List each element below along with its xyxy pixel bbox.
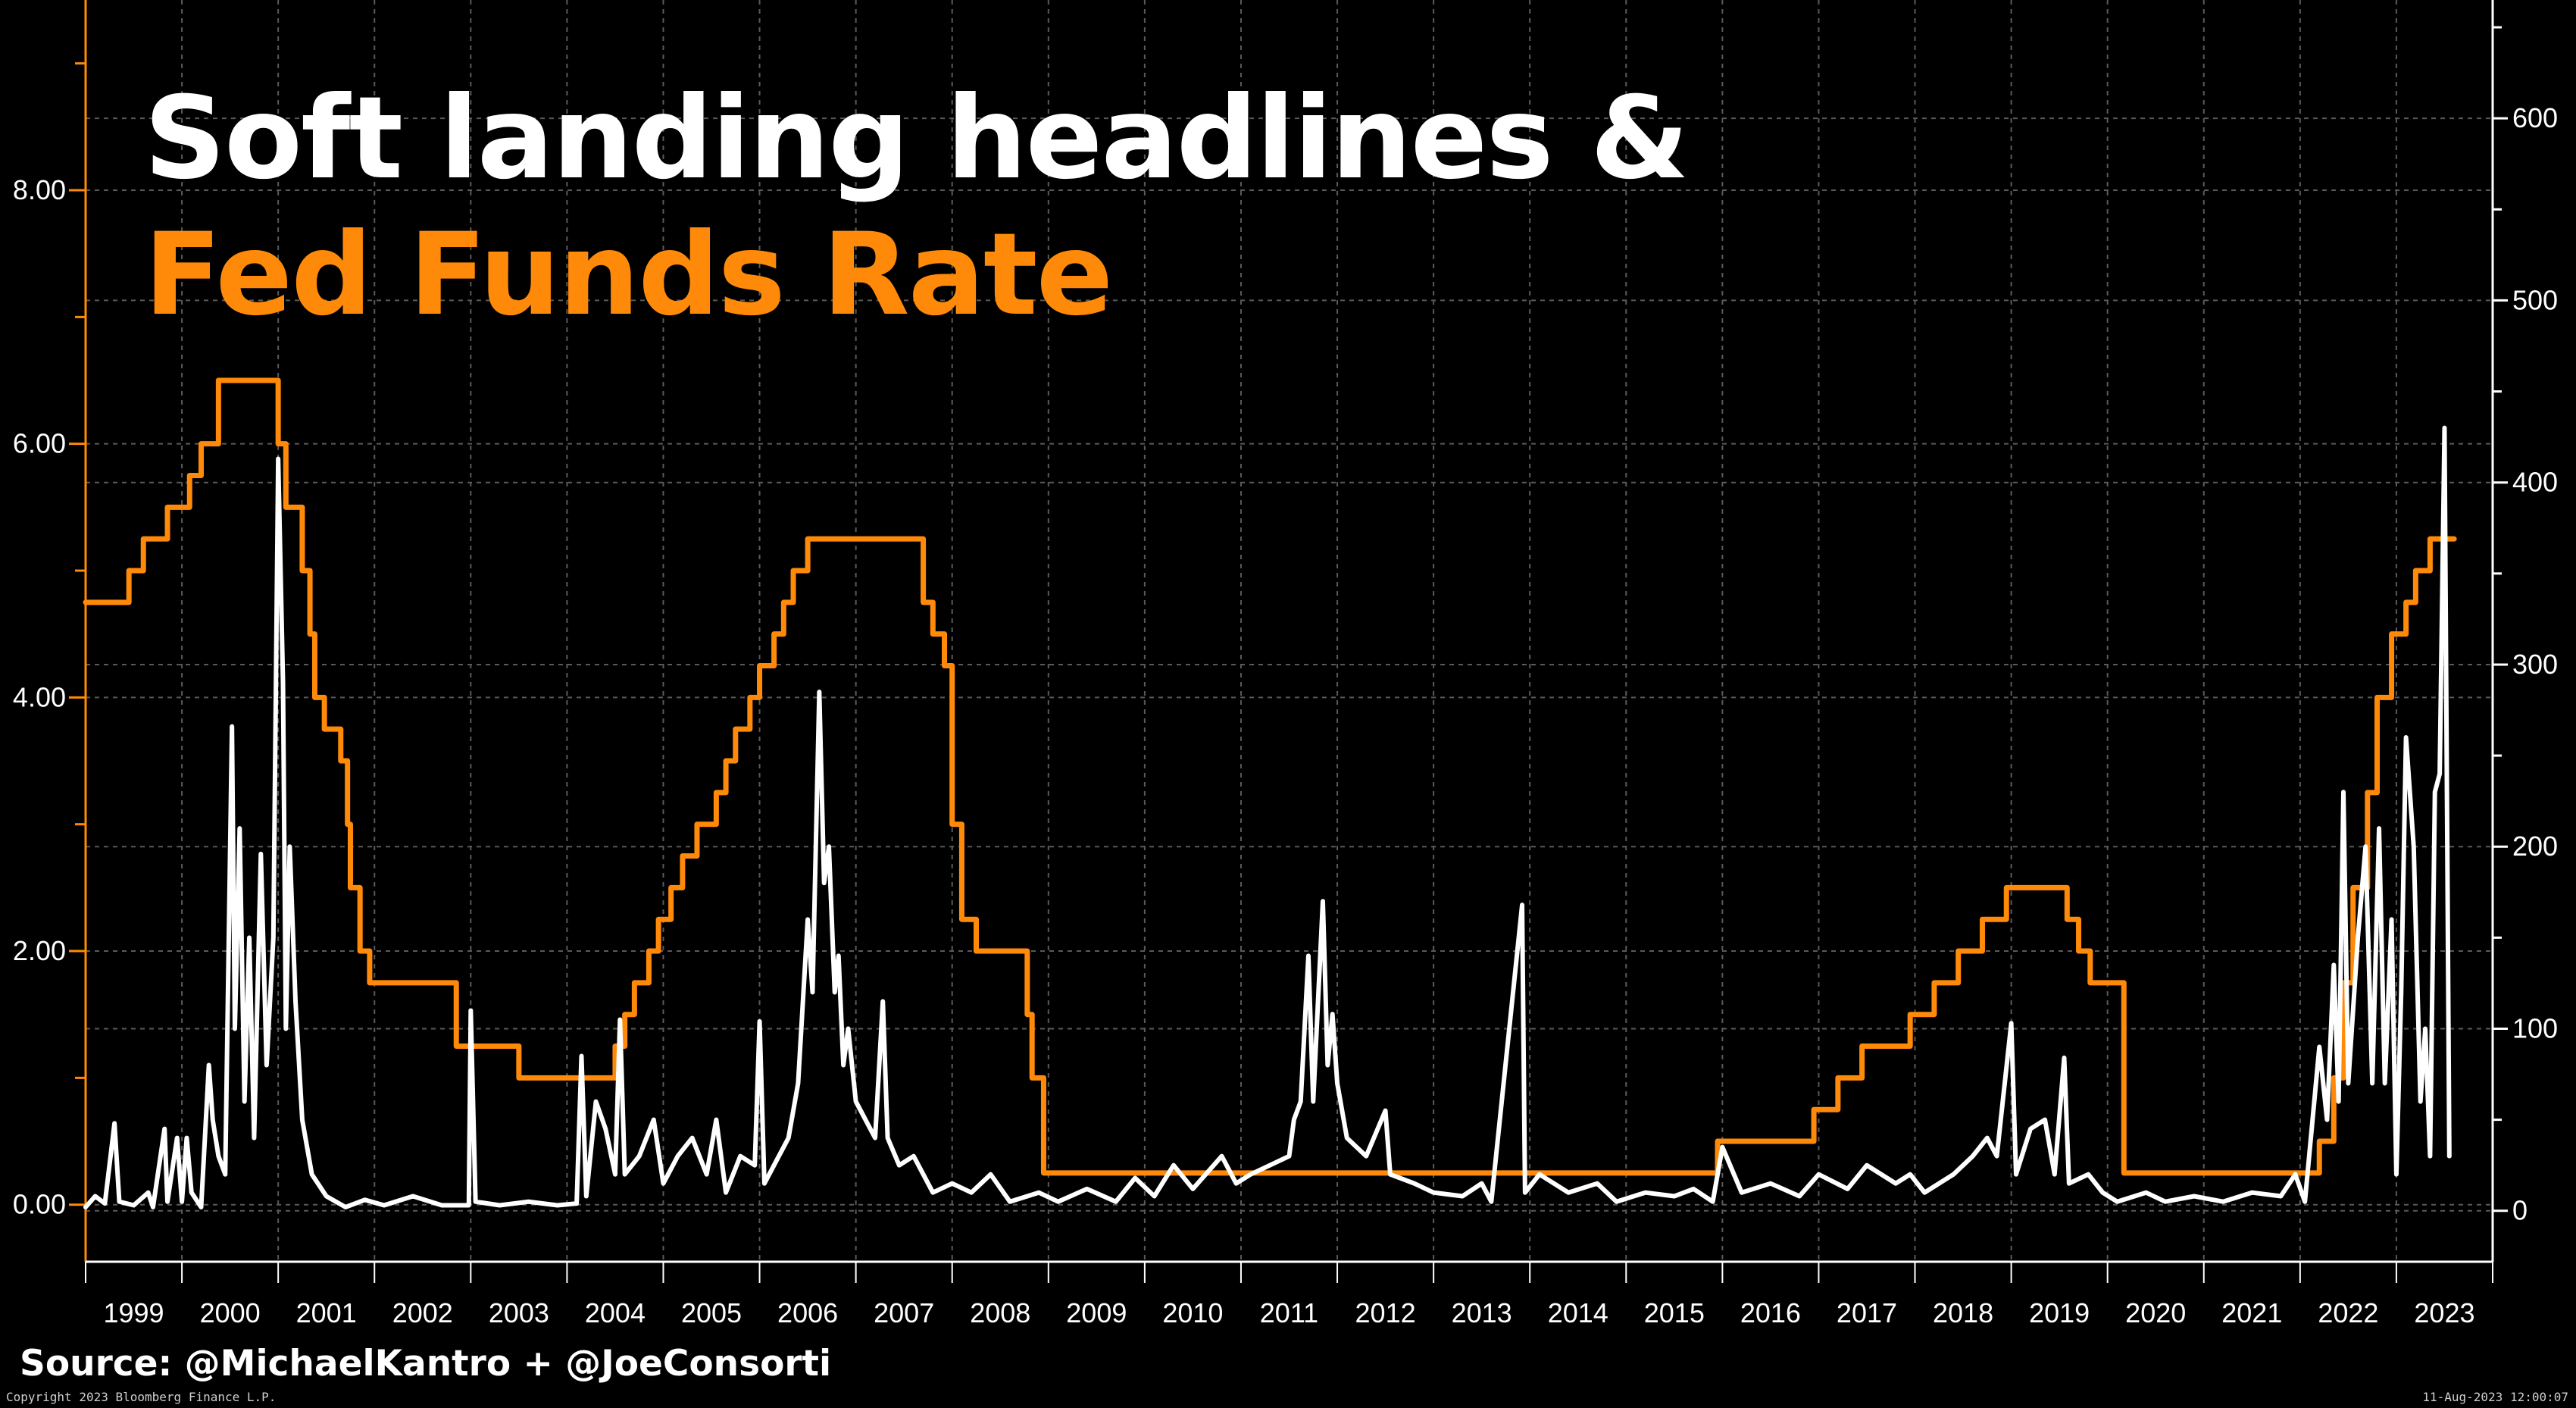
left-tick-label: 8.00	[13, 174, 66, 205]
chart-title-line2: Fed Funds Rate	[144, 209, 1113, 341]
fed-funds-rate-line	[83, 377, 2457, 1176]
x-tick-label: 2022	[2318, 1297, 2378, 1328]
axes	[69, 0, 2508, 1283]
right-tick-label: 300	[2512, 649, 2558, 680]
x-tick-label: 2019	[2029, 1297, 2090, 1328]
x-tick-label: 2002	[392, 1297, 453, 1328]
x-tick-label: 2020	[2125, 1297, 2186, 1328]
source-label: Source: @MichaelKantro + @JoeConsorti	[20, 1343, 832, 1385]
x-tick-label: 2014	[1548, 1297, 1608, 1328]
x-tick-label: 2003	[489, 1297, 549, 1328]
headlines-line	[83, 425, 2452, 1209]
x-tick-label: 2011	[1260, 1297, 1318, 1328]
right-tick-label: 0	[2512, 1195, 2528, 1226]
x-tick-label: 2021	[2221, 1297, 2282, 1328]
x-tick-label: 2004	[585, 1297, 646, 1328]
x-tick-label: 2013	[1452, 1297, 1512, 1328]
copyright-label: Copyright 2023 Bloomberg Finance L.P.	[6, 1390, 277, 1404]
left-tick-label: 6.00	[13, 428, 66, 459]
x-tick-label: 2018	[1933, 1297, 1993, 1328]
left-tick-label: 0.00	[13, 1189, 66, 1220]
x-tick-label: 2015	[1644, 1297, 1705, 1328]
x-tick-label: 2001	[296, 1297, 357, 1328]
x-tick-label: 1999	[103, 1297, 164, 1328]
tick-labels: 0.00 2.00 4.00 6.00 8.00 0 100 200 300 400 500 600 1…	[13, 102, 2558, 1328]
x-tick-label: 2016	[1740, 1297, 1801, 1328]
x-tick-label: 2017	[1837, 1297, 1897, 1328]
right-tick-label: 400	[2512, 467, 2558, 498]
grid	[86, 0, 2493, 1262]
right-tick-label: 200	[2512, 831, 2558, 862]
timestamp-label: 11-Aug-2023 12:00:07	[2422, 1390, 2568, 1404]
x-tick-label: 2023	[2414, 1297, 2474, 1328]
right-tick-label: 100	[2512, 1012, 2558, 1043]
chart-title-line1: Soft landing headlines &	[144, 73, 1690, 205]
x-tick-label: 2008	[970, 1297, 1030, 1328]
x-tick-label: 2009	[1066, 1297, 1127, 1328]
x-tick-label: 2007	[874, 1297, 934, 1328]
right-tick-label: 500	[2512, 284, 2558, 315]
series	[83, 377, 2457, 1209]
x-tick-label: 2006	[777, 1297, 838, 1328]
x-tick-label: 2000	[200, 1297, 261, 1328]
left-tick-label: 2.00	[13, 935, 66, 966]
x-tick-label: 2010	[1162, 1297, 1223, 1328]
x-tick-label: 2012	[1355, 1297, 1416, 1328]
left-tick-label: 4.00	[13, 681, 66, 712]
x-tick-label: 2005	[681, 1297, 742, 1328]
right-tick-label: 600	[2512, 102, 2558, 133]
